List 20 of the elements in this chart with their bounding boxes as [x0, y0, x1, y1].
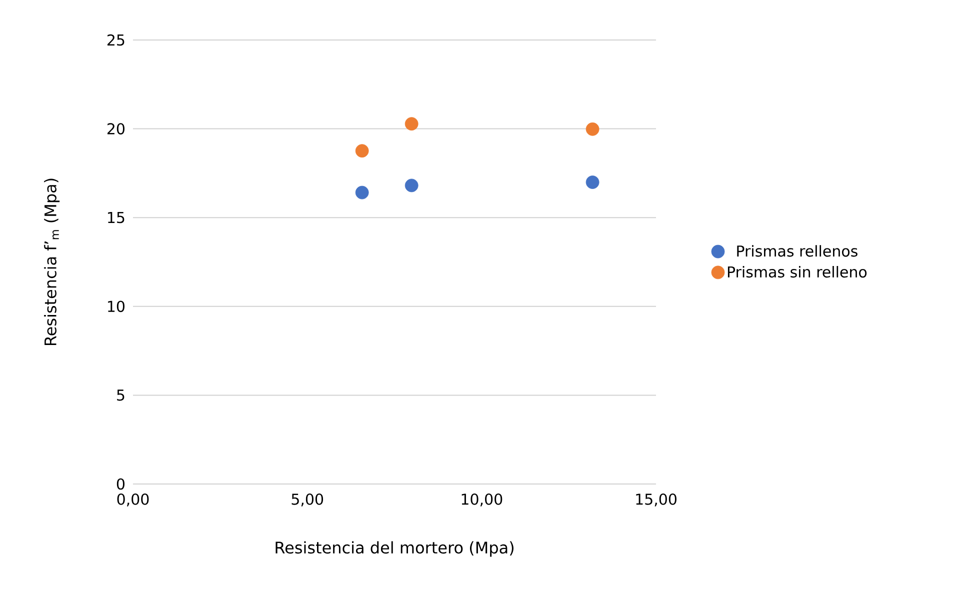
- x-tick-label: 5,00: [292, 494, 324, 506]
- y-tick-label: 15: [108, 212, 124, 224]
- y-tick-label: 25: [107, 34, 124, 46]
- y-tick-label: 10: [108, 300, 124, 312]
- point: [404, 117, 418, 131]
- point: [355, 144, 369, 158]
- y-axis-title: Resistencia f’$_{m}$ (Mpa): [44, 178, 60, 346]
- legend-label: Prismas sin relleno: [728, 266, 867, 278]
- x-tick-label: 0,00: [117, 494, 149, 506]
- point: [586, 122, 600, 136]
- point: [586, 176, 600, 189]
- y-tick-label: 0: [116, 478, 124, 490]
- x-axis-title: Resistencia del mortero (Mpa): [276, 541, 514, 557]
- x-tick-label: 15,00: [636, 494, 676, 506]
- point: [404, 178, 418, 192]
- x-tick-label: 10,00: [462, 494, 502, 506]
- y-tick-label: 5: [117, 390, 124, 401]
- point: [355, 186, 369, 200]
- legend-label: Prismas rellenos: [737, 245, 858, 257]
- y-tick-label: 20: [107, 123, 124, 134]
